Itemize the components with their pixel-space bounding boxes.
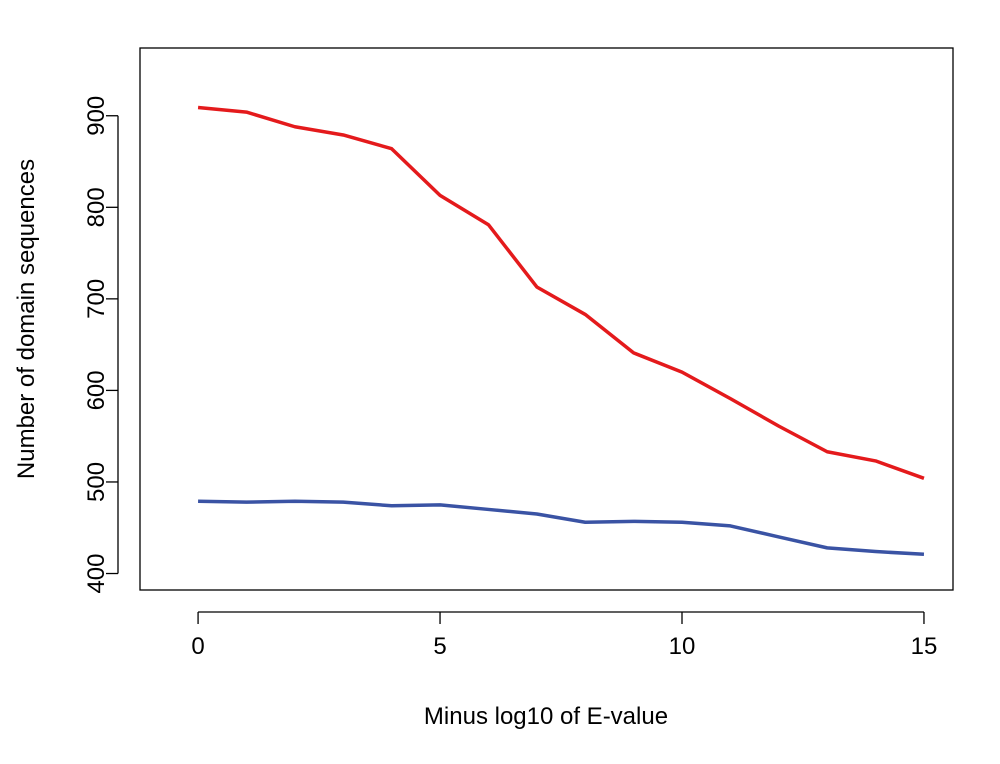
series-line-1: [197, 105, 925, 480]
x-tick-label: 5: [433, 633, 446, 660]
x-tick-label: 0: [191, 633, 204, 660]
y-tick-label: 400: [83, 553, 110, 593]
y-axis-title: Number of domain sequences: [13, 159, 40, 479]
y-tick-label: 600: [83, 370, 110, 410]
y-axis: 400 500 600 700 800 900: [83, 96, 119, 594]
y-tick-label: 500: [83, 462, 110, 502]
series-group: [197, 105, 925, 557]
y-tick-label: 800: [83, 187, 110, 227]
x-tick-label: 15: [911, 633, 938, 660]
x-axis-title: Minus log10 of E-value: [424, 703, 668, 730]
plot-frame: [139, 47, 954, 591]
series-line-2: [198, 499, 925, 557]
y-tick-label: 700: [83, 279, 110, 319]
x-tick-label: 10: [669, 633, 696, 660]
y-tick-label: 900: [83, 96, 110, 136]
x-axis: 0 5 10 15: [191, 611, 938, 660]
